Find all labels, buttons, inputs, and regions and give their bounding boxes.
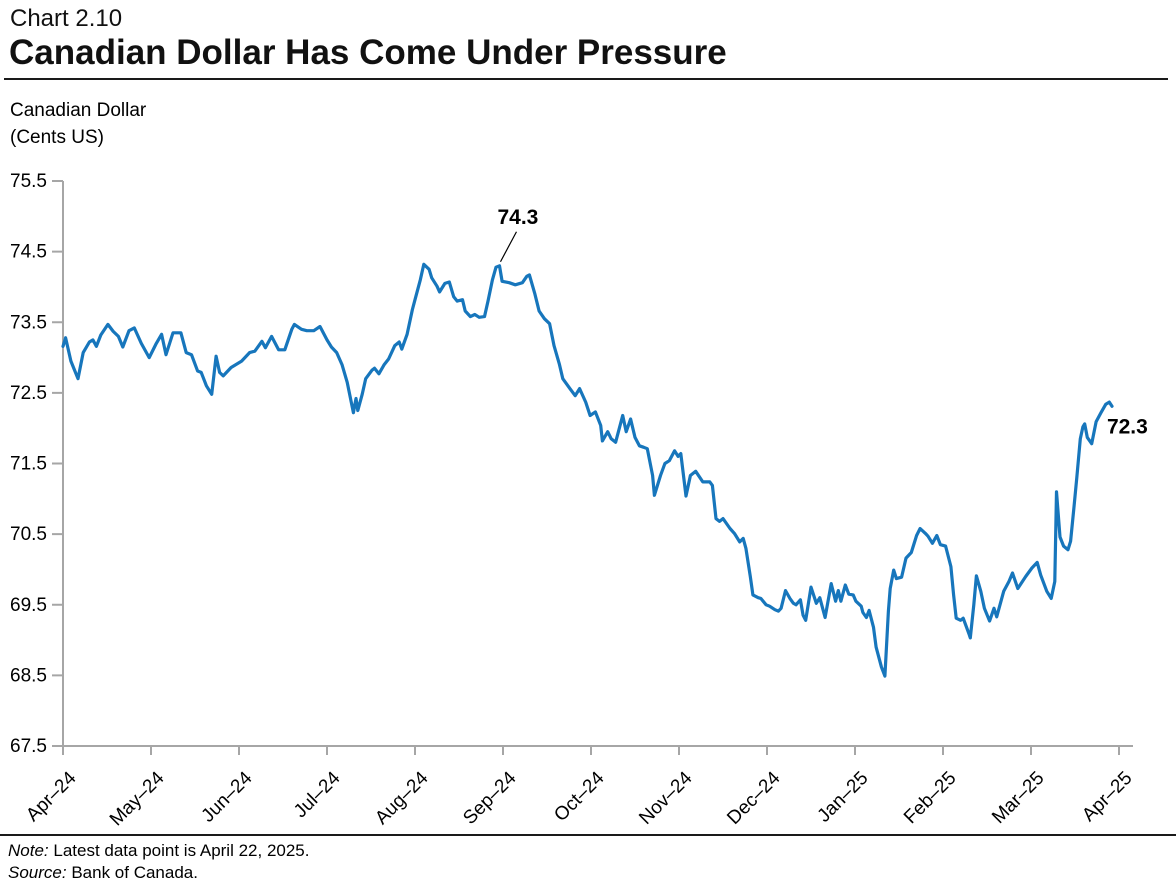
chart-source: Source: Bank of Canada. <box>8 863 198 883</box>
y-axis-title-line2: (Cents US) <box>10 127 104 148</box>
y-tick-label: 74.5 <box>10 242 47 263</box>
x-tick-label: Jul–24 <box>290 767 345 822</box>
x-tick-label: Apr–25 <box>1078 768 1136 826</box>
annotation-label: 72.3 <box>1107 415 1148 438</box>
y-tick-label: 75.5 <box>10 171 47 192</box>
axis-lines <box>62 181 1133 747</box>
chart-note: Note: Latest data point is April 22, 202… <box>8 841 309 861</box>
y-tick-label: 73.5 <box>10 312 47 333</box>
x-tick-label: Jan–25 <box>814 768 873 827</box>
source-text: Bank of Canada. <box>66 863 198 882</box>
chart-title: Canadian Dollar Has Come Under Pressure <box>9 33 727 72</box>
x-tick-label: Mar–25 <box>988 768 1048 828</box>
note-label: Note: <box>8 841 49 860</box>
x-tick-label: Sep–24 <box>459 767 520 828</box>
title-rule <box>4 78 1168 80</box>
x-tick-label: Nov–24 <box>635 767 696 828</box>
annotation-leader-line <box>499 231 518 263</box>
y-axis-title: Canadian Dollar (Cents US) <box>10 97 146 151</box>
x-tick-label: Oct–24 <box>550 767 608 825</box>
x-tick-label: Dec–24 <box>723 767 784 828</box>
source-label: Source: <box>8 863 67 882</box>
x-tick-label: Aug–24 <box>371 767 432 828</box>
y-axis-title-line1: Canadian Dollar <box>10 100 147 121</box>
y-tick-label: 68.5 <box>10 665 47 686</box>
data-line <box>61 262 1114 678</box>
y-tick-label: 72.5 <box>10 383 47 404</box>
footer-rule <box>0 834 1176 836</box>
chart-number: Chart 2.10 <box>10 5 123 32</box>
annotation-label: 74.3 <box>497 206 538 229</box>
y-tick-label: 67.5 <box>10 736 47 757</box>
x-tick-label: Jun–24 <box>198 767 257 826</box>
y-tick-label: 71.5 <box>10 454 47 475</box>
x-tick-label: Apr–24 <box>22 767 80 825</box>
note-text: Latest data point is April 22, 2025. <box>48 841 310 860</box>
x-tick-label: May–24 <box>106 767 169 830</box>
x-tick-label: Feb–25 <box>900 768 960 828</box>
y-tick-label: 70.5 <box>10 524 47 545</box>
y-tick-label: 69.5 <box>10 595 47 616</box>
